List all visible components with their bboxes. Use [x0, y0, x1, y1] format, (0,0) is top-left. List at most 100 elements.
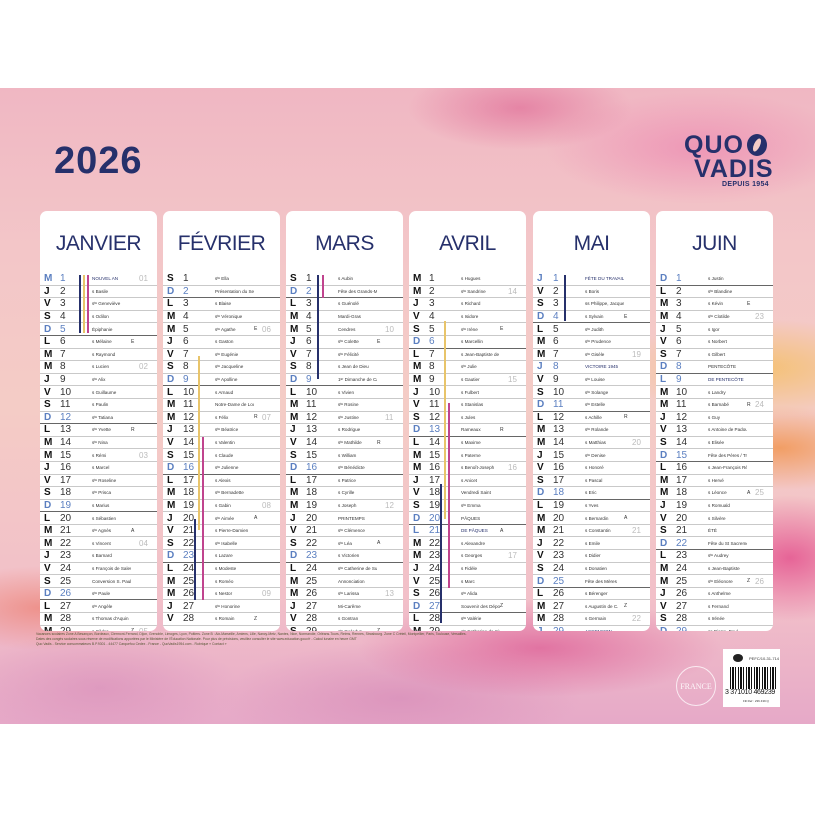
day-number: 22 — [676, 537, 688, 549]
saint-name: sᵗᵉ Alida — [461, 591, 478, 597]
weekday-letter: V — [413, 311, 420, 323]
day-row: M 17 s Hervé — [656, 475, 773, 488]
day-number: 3 — [676, 298, 682, 310]
day-row: L 21 DE PÂQUES A — [409, 525, 526, 538]
day-row: V 25 s Marc — [409, 575, 526, 588]
day-row: D 25 Fête des Mères — [533, 575, 650, 588]
day-number: 28 — [429, 613, 441, 625]
weekday-letter: J — [537, 449, 543, 461]
day-number: 20 — [676, 512, 688, 524]
saint-name: s Basile — [92, 288, 109, 294]
weekday-letter: J — [44, 550, 50, 562]
day-number: 1 — [676, 273, 682, 285]
day-number: 3 — [183, 298, 189, 310]
day-row: M 19 s Joseph 12 — [286, 500, 403, 513]
day-row: L 20 s Sébastien — [40, 512, 157, 525]
day-number: 7 — [429, 348, 435, 360]
weekday-letter: L — [167, 386, 174, 398]
day-row: V 21 s Pierre-Damien — [163, 525, 280, 538]
day-number: 29 — [302, 626, 328, 631]
day-number: 19 — [60, 499, 72, 511]
weekday-letter: M — [167, 588, 176, 600]
saint-name: sᵗᵉ Bénédicte — [338, 465, 365, 471]
day-number: 8 — [553, 361, 559, 373]
weekday-letter: M — [290, 588, 299, 600]
day-number: 3 — [553, 298, 559, 310]
saint-name: s Gabin — [215, 502, 231, 508]
day-row: D 5 Épiphanie — [40, 323, 157, 336]
weekday-letter: V — [290, 348, 297, 360]
weekday-letter: D — [167, 462, 175, 474]
day-number: 16 — [60, 462, 72, 474]
saint-name: s Vivien — [338, 389, 355, 395]
weekday-letter: M — [44, 437, 53, 449]
day-number: 12 — [676, 411, 688, 423]
day-row: D29ss Pierre, Paul — [656, 626, 773, 631]
saint-name: s Donatien — [585, 565, 607, 571]
day-row: L 17 s Patrice — [286, 475, 403, 488]
saint-name: s Pierre-Damien — [215, 528, 249, 534]
day-row: D 23 s Victorien — [286, 550, 403, 563]
day-row: D9 1ᵉʳ Dimanche de Carême — [286, 374, 403, 387]
moon-phase: E — [500, 326, 504, 333]
weekday-letter: J — [537, 361, 543, 373]
day-row: S 22 sᵗᵉ Isabelle — [163, 537, 280, 551]
weekday-letter: L — [44, 336, 51, 348]
weekday-letter: D — [413, 600, 421, 612]
day-row: V 10 s Guillaume — [40, 386, 157, 399]
weekday-letter: M — [167, 499, 176, 511]
saint-name: sᵗᵉ Rosine — [338, 402, 359, 408]
saint-name: sᵗᵉ Solange — [585, 389, 609, 395]
week-number: 05 — [139, 627, 157, 631]
weekday-letter: M — [660, 311, 669, 323]
weekday-letter: J — [660, 499, 666, 511]
day-number: 15 — [676, 449, 688, 461]
weekday-letter: M — [660, 487, 669, 499]
vacation-bar-zone-b — [83, 275, 85, 333]
day-number: 23 — [60, 550, 72, 562]
weekday-letter: J — [660, 323, 666, 335]
saint-name: s Barnard — [92, 553, 112, 559]
weekday-letter: S — [660, 437, 667, 449]
vacation-bar-zone-c — [322, 275, 324, 299]
saint-name: sᵗᵉ Prisca — [92, 490, 112, 496]
week-number: 26 — [755, 576, 764, 586]
day-number: 26 — [553, 588, 565, 600]
day-row: S 5 sᵗᵉ Irène E — [409, 323, 526, 336]
day-number: 8 — [60, 361, 66, 373]
day-row: J 13 s Rodrigue — [286, 424, 403, 437]
saint-name: s Stanislas — [461, 402, 484, 408]
saint-name: Cendres — [338, 326, 356, 332]
day-number: 20 — [429, 512, 441, 524]
saint-name: s Alexis — [215, 477, 231, 483]
weekday-letter: J — [290, 424, 296, 436]
weekday-letter: S — [290, 449, 297, 461]
day-row: V 23 s Didier — [533, 550, 650, 563]
vacation-bar-zone-c — [448, 402, 450, 589]
weekday-letter: L — [167, 298, 174, 310]
france-badge: FRANCE — [676, 666, 716, 706]
day-row: L 26 s Bérenger — [533, 588, 650, 601]
day-row: L 2 sᵗᵉ Blandine — [656, 286, 773, 299]
weekday-letter: M — [167, 487, 176, 499]
weekday-letter: S — [413, 499, 420, 511]
day-row: D 16 sᵗᵉ Julienne — [163, 462, 280, 475]
weekday-letter: S — [537, 474, 544, 486]
saint-name: ÉTÉ — [708, 528, 717, 534]
day-number: 14 — [60, 437, 72, 449]
moon-phase: A — [500, 527, 504, 534]
saint-name: sᵗᵉ Mathilde — [338, 440, 362, 446]
saint-name: s Anthelme — [708, 591, 731, 597]
week-number: 23 — [755, 312, 764, 322]
weekday-letter: L — [290, 562, 297, 574]
day-number: 29 — [56, 626, 82, 631]
saint-name: NOUVEL AN — [92, 276, 119, 282]
weekday-letter: S — [537, 298, 544, 310]
weekday-letter: L — [290, 298, 297, 310]
day-number: 25 — [306, 575, 318, 587]
saint-name: s Sébastien — [92, 515, 117, 521]
day-number: 10 — [183, 386, 195, 398]
